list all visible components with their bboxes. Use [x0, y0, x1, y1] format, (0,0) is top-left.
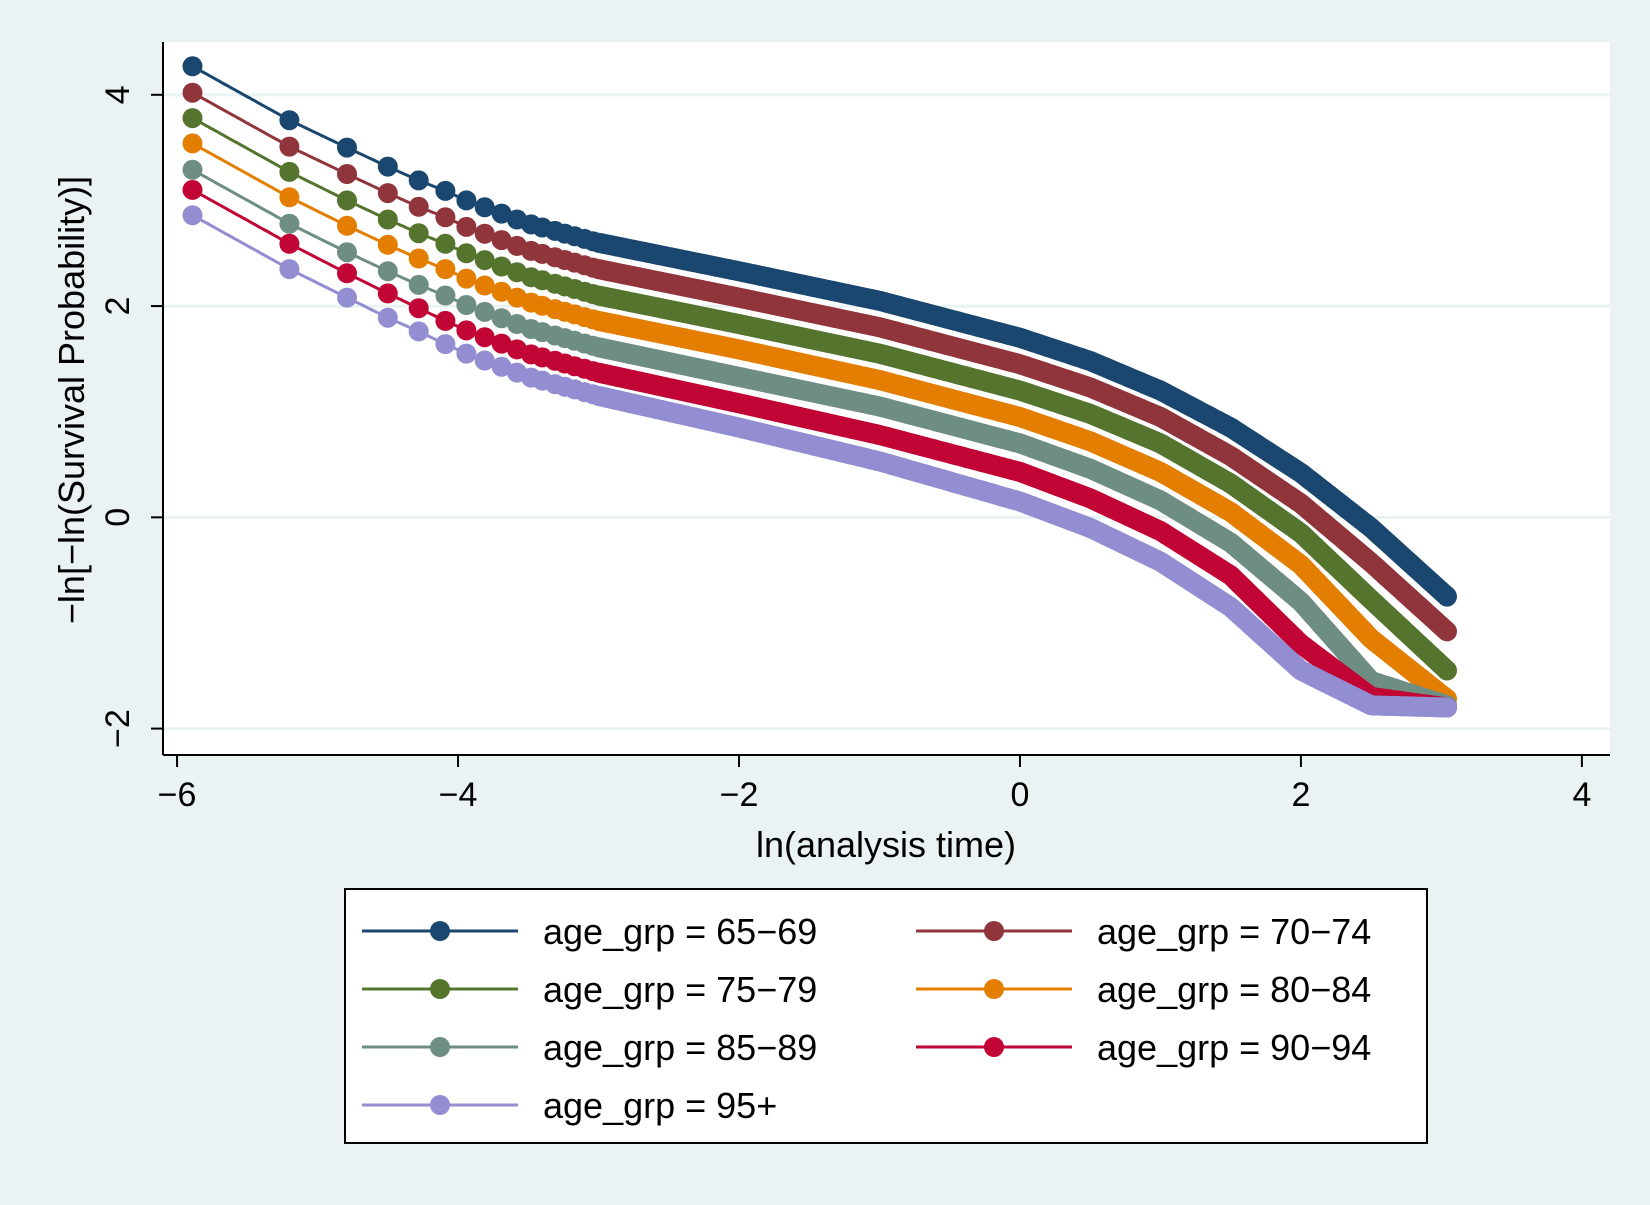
data-point [456, 190, 477, 211]
data-point [182, 205, 203, 226]
data-point [474, 250, 495, 271]
x-tick-label: −6 [158, 776, 197, 814]
data-point [1437, 660, 1457, 681]
axis-ticks: −2 0 2 4 −6 −4 −2 0 2 4 [99, 85, 1591, 814]
data-point [377, 307, 398, 328]
data-point [456, 295, 477, 315]
data-point [279, 161, 300, 182]
data-point [279, 213, 300, 234]
x-tick-label: −2 [720, 776, 759, 814]
data-point [456, 268, 477, 289]
data-point [337, 263, 357, 284]
legend-swatch-marker [430, 1037, 450, 1057]
data-point [377, 283, 398, 304]
y-tick-label: 0 [99, 508, 137, 527]
series-layer [182, 56, 1457, 718]
legend-label: age_grp = 80−84 [1097, 969, 1371, 1010]
data-point [279, 136, 300, 157]
data-point [435, 233, 456, 254]
data-point [377, 183, 398, 204]
data-point [1437, 621, 1457, 642]
data-point [279, 110, 300, 131]
data-point [435, 334, 456, 355]
data-point [377, 156, 398, 177]
data-point [1437, 586, 1457, 607]
data-point [435, 285, 456, 306]
data-point [337, 215, 357, 236]
legend-label: age_grp = 95+ [543, 1085, 777, 1126]
data-point [377, 261, 398, 282]
data-point [182, 56, 203, 77]
legend-label: age_grp = 90−94 [1097, 1027, 1371, 1068]
legend-swatch-marker [430, 1095, 450, 1115]
data-point [408, 196, 429, 217]
data-point [435, 310, 456, 331]
data-point [408, 274, 429, 295]
data-point [337, 242, 357, 263]
legend-label: age_grp = 70−74 [1097, 911, 1371, 952]
x-tick-label: −4 [439, 776, 478, 814]
data-point [408, 223, 429, 244]
data-point [408, 248, 429, 269]
data-point [456, 343, 477, 364]
data-point [491, 256, 512, 277]
data-point [337, 287, 357, 308]
data-point [408, 321, 429, 342]
data-point [182, 108, 203, 129]
data-point [435, 259, 456, 280]
data-point [182, 159, 203, 180]
data-point [337, 137, 357, 158]
y-tick-label: 4 [99, 85, 137, 104]
data-point [474, 223, 495, 244]
legend-label: age_grp = 75−79 [543, 969, 817, 1010]
legend-label: age_grp = 65−69 [543, 911, 817, 952]
data-point [456, 243, 477, 264]
data-point [377, 234, 398, 255]
data-point [435, 180, 456, 201]
series-3 [182, 108, 1457, 681]
data-point [456, 320, 477, 341]
legend-swatch-marker [984, 979, 1004, 999]
data-point [182, 179, 203, 200]
data-point [474, 197, 495, 218]
axes [162, 42, 1610, 756]
data-point [491, 230, 512, 251]
series-2 [182, 82, 1457, 642]
legend-swatch-marker [984, 921, 1004, 941]
data-point [456, 216, 477, 237]
data-point [182, 82, 203, 103]
x-tick-label: 0 [1011, 776, 1030, 814]
data-point [1437, 697, 1457, 718]
data-point [279, 233, 300, 254]
legend-label: age_grp = 85−89 [543, 1027, 817, 1068]
legend-swatch-marker [984, 1037, 1004, 1057]
y-tick-label: −2 [99, 709, 137, 748]
data-point [182, 133, 203, 154]
legend-swatch-marker [430, 979, 450, 999]
data-point [337, 164, 357, 184]
data-point [279, 187, 300, 208]
data-point [408, 298, 429, 319]
data-point [435, 207, 456, 228]
data-point [408, 170, 429, 191]
data-point [337, 190, 357, 211]
y-axis-label: −ln[−ln(Survival Probability)] [51, 176, 92, 624]
x-tick-label: 4 [1572, 776, 1591, 814]
y-tick-label: 2 [99, 297, 137, 316]
data-point [491, 203, 512, 224]
x-axis-label: ln(analysis time) [756, 824, 1016, 865]
legend-swatch-marker [430, 921, 450, 941]
series-1 [182, 56, 1457, 607]
data-point [279, 259, 300, 280]
data-point [377, 209, 398, 230]
x-tick-label: 2 [1291, 776, 1310, 814]
